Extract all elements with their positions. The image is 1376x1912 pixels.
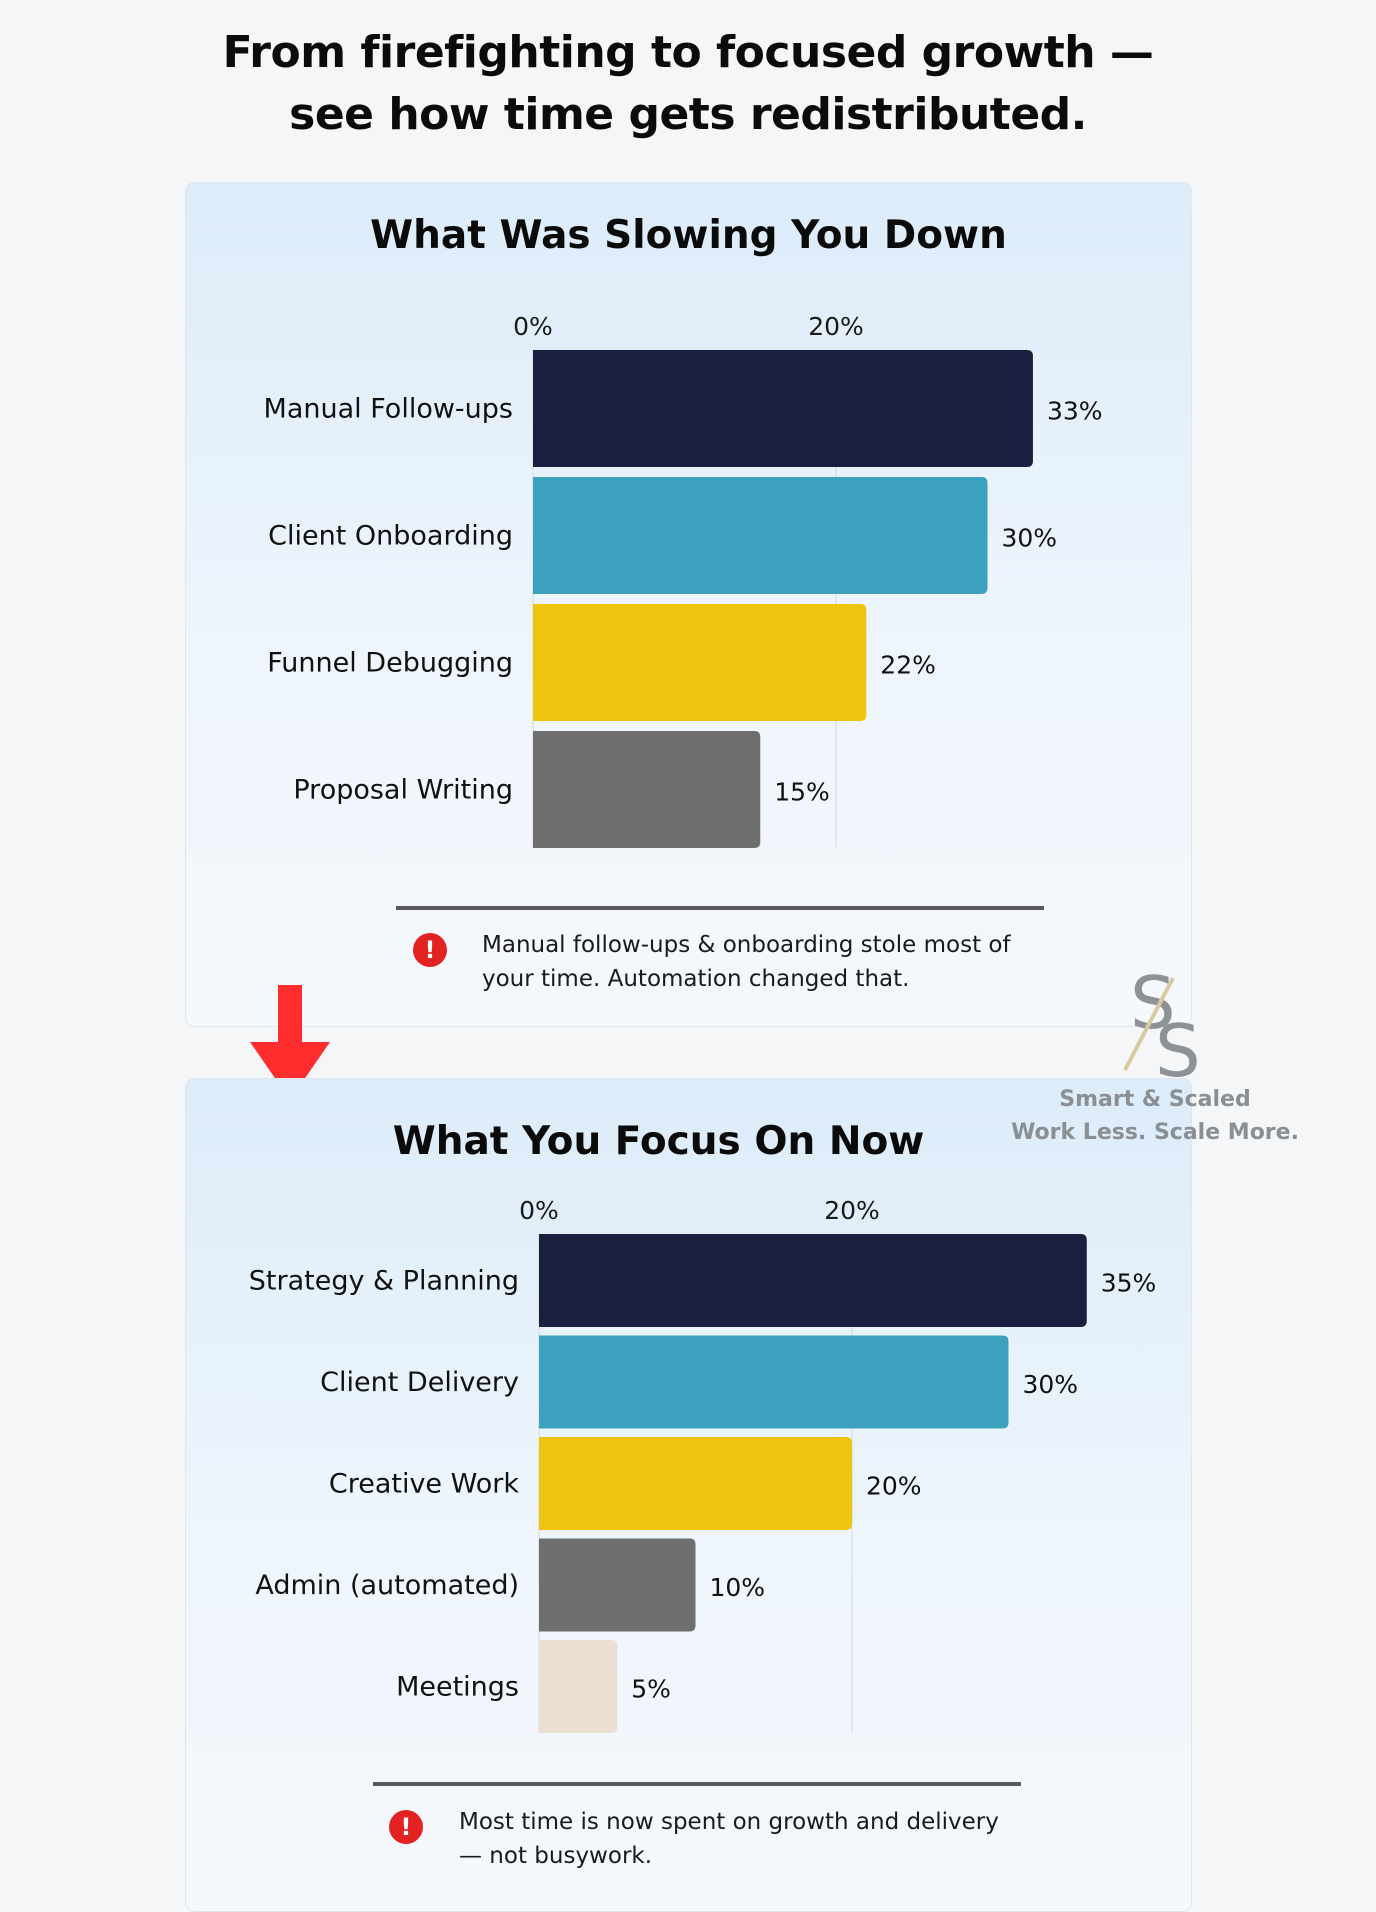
brand-logo: S S xyxy=(1123,961,1201,1085)
chart-panel-before: What Was Slowing You Down 0% 20% Manual Fo… xyxy=(185,182,1192,1027)
note-line-2: your time. Automation changed that. xyxy=(482,966,910,992)
headline-line-2: see how time gets redistributed. xyxy=(289,89,1087,140)
bar-chart-after: 0% 20% Strategy & Planning 35% Client Delive… xyxy=(249,1196,1157,1733)
brand-tagline: Work Less. Scale More. xyxy=(1011,1120,1299,1145)
bar xyxy=(533,477,988,594)
category-label: Meetings xyxy=(396,1672,519,1703)
category-label: Proposal Writing xyxy=(293,775,513,806)
brand-name: Smart & Scaled xyxy=(1059,1087,1251,1112)
value-label: 22% xyxy=(880,651,936,680)
headline: From firefighting to focused growth — se… xyxy=(0,22,1376,146)
note-line-1: Most time is now spent on growth and del… xyxy=(459,1809,999,1835)
value-label: 30% xyxy=(1002,524,1058,553)
chart-title-after: What You Focus On Now xyxy=(392,1119,925,1164)
value-label: 35% xyxy=(1101,1269,1157,1298)
bar xyxy=(539,1640,618,1733)
category-label: Creative Work xyxy=(329,1469,520,1500)
bar xyxy=(533,731,761,848)
svg-text:S: S xyxy=(1155,1009,1201,1085)
category-label: Manual Follow-ups xyxy=(264,394,513,425)
category-label: Client Onboarding xyxy=(268,521,513,552)
bar xyxy=(539,1538,696,1632)
bar-chart-before: 0% 20% Manual Follow-ups 33% Client Onboardi… xyxy=(264,312,1103,848)
value-label: 5% xyxy=(631,1675,671,1704)
value-label: 15% xyxy=(774,778,830,807)
bar xyxy=(533,604,867,721)
tick-label: 0% xyxy=(513,312,553,341)
headline-line-1: From firefighting to focused growth — xyxy=(222,27,1154,78)
tick-label: 20% xyxy=(808,312,864,341)
bar xyxy=(533,350,1033,467)
brand-watermark: S S Smart & Scaled Work Less. Scale More… xyxy=(1005,950,1305,1150)
tick-label: 0% xyxy=(519,1196,559,1225)
value-label: 30% xyxy=(1023,1370,1079,1399)
divider-line xyxy=(373,1782,1021,1786)
bar xyxy=(539,1437,852,1530)
chart-panel-after: What You Focus On Now 0% 20% Strategy & Pl… xyxy=(185,1078,1192,1912)
category-label: Client Delivery xyxy=(320,1367,519,1398)
value-label: 10% xyxy=(710,1573,766,1602)
divider-line xyxy=(396,906,1044,910)
value-label: 20% xyxy=(866,1472,922,1501)
note-line-2: — not busywork. xyxy=(459,1843,653,1869)
tick-label: 20% xyxy=(824,1196,880,1225)
note-line-1: Manual follow-ups & onboarding stole mos… xyxy=(482,932,1011,958)
chart-note-after: Most time is now spent on growth and del… xyxy=(459,1805,999,1873)
value-label: 33% xyxy=(1047,397,1103,426)
chart-title-before: What Was Slowing You Down xyxy=(370,213,1007,258)
category-label: Admin (automated) xyxy=(255,1570,519,1601)
chart-note-before: Manual follow-ups & onboarding stole mos… xyxy=(482,928,1011,996)
category-label: Strategy & Planning xyxy=(249,1266,519,1297)
category-label: Funnel Debugging xyxy=(267,648,513,679)
arrow-down-icon xyxy=(250,985,330,1100)
exclamation-circle-icon: ! xyxy=(413,933,447,967)
svg-text:S: S xyxy=(1130,961,1176,1045)
bar xyxy=(539,1335,1009,1429)
exclamation-circle-icon: ! xyxy=(389,1810,423,1844)
bar xyxy=(539,1234,1087,1327)
